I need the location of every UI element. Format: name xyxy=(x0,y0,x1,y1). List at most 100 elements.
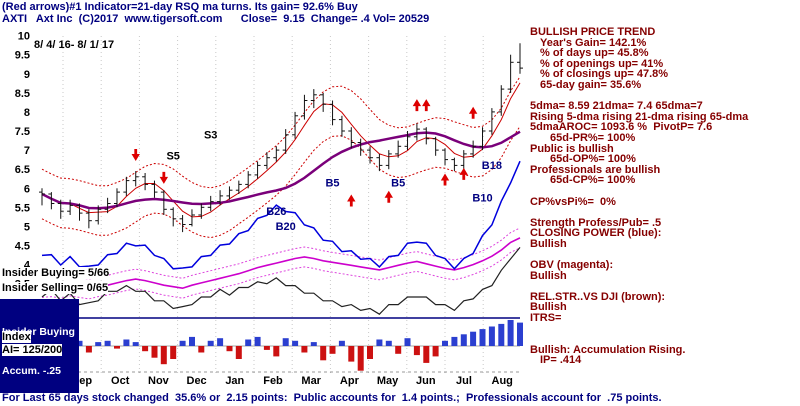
signal-label-S5: S5 xyxy=(166,151,179,163)
month-label: May xyxy=(377,375,399,387)
y-tick-label: 9 xyxy=(24,69,30,81)
y-tick-label: 8.5 xyxy=(15,88,30,100)
ai-bar xyxy=(263,346,270,350)
obv-upper-band xyxy=(41,227,521,280)
y-tick-label: 9.5 xyxy=(15,50,30,62)
y-tick-label: 6.5 xyxy=(15,164,30,176)
stat-line-7: 5dma= 8.59 21dma= 7.4 65dma=7 xyxy=(530,100,703,113)
stat-line-30: Bullish: Accumulation Rising. xyxy=(530,343,686,356)
stat-line-11: Public is bullish xyxy=(530,142,614,155)
ai-bar xyxy=(385,340,392,346)
price-chart: Sep Oct Nov Dec Jan Feb Mar Apr May Jun Jul Aug109.… xyxy=(0,31,523,387)
signal-label-B18: B18 xyxy=(482,160,502,172)
month-label: Aug xyxy=(492,375,513,387)
relative-strength-line xyxy=(41,247,521,315)
insider-selling-label: Insider Selling= 0/65 xyxy=(2,282,109,294)
ai-bar xyxy=(320,346,327,361)
y-tick-label: 8 xyxy=(24,107,30,119)
ai-bar xyxy=(114,346,120,349)
indicator-headline: (Red arrows)#1 Indicator=21-day RSQ ma t… xyxy=(2,1,358,13)
ai-bar xyxy=(507,320,514,346)
upper-band-line xyxy=(41,76,521,189)
month-label: Jul xyxy=(456,375,472,387)
ai-bar xyxy=(488,326,495,346)
signal-label-B20: B20 xyxy=(276,221,296,233)
ai-bar xyxy=(413,346,420,356)
ai-bar xyxy=(76,340,83,346)
stat-line-1: Year's Gain= 142.1% xyxy=(540,36,647,49)
month-label: Apr xyxy=(340,375,360,387)
up-arrow-icon xyxy=(468,106,478,119)
y-tick-label: 7.5 xyxy=(15,126,30,138)
ai-bar xyxy=(217,338,224,346)
ai-bar xyxy=(189,336,195,346)
ai-bar xyxy=(376,339,383,346)
signal-label-B5: B5 xyxy=(391,177,405,189)
ai-bar xyxy=(160,346,167,365)
accum-legend-line2: Accum. -.25 xyxy=(2,365,61,377)
ai-bar xyxy=(310,342,317,346)
ai-bar xyxy=(423,346,430,363)
stat-line-22: OBV (magenta): xyxy=(530,259,614,272)
ai-bar xyxy=(479,329,486,346)
ai-bar xyxy=(301,346,308,353)
obv-lower-band xyxy=(41,247,521,300)
ticker-status-line: AXTI Axt Inc (C)2017 www.tigersoft.com C… xyxy=(2,13,430,25)
closing-power-line xyxy=(41,160,521,270)
stat-line-8: Rising 5-dma rising 21-dma rising 65-dma xyxy=(530,110,749,123)
up-arrow-icon xyxy=(384,190,393,203)
ai-bar xyxy=(292,340,299,346)
ai-bar xyxy=(329,346,336,354)
stat-line-10: 65d-PR%= 100% xyxy=(550,131,636,144)
month-label: Oct xyxy=(111,375,130,387)
signal-label-S3: S3 xyxy=(204,130,217,142)
up-arrow-icon xyxy=(440,173,450,186)
ai-bar xyxy=(404,338,411,346)
up-arrow-icon xyxy=(422,99,431,112)
ai-bar xyxy=(367,346,373,359)
obv-line xyxy=(41,237,521,290)
stats-panel: BULLISH PRICE TREND Year's Gain= 142.1%% … xyxy=(530,27,798,366)
index-label: Index xyxy=(2,331,31,343)
y-tick-label: 6 xyxy=(24,183,30,195)
y-tick-label: 4 xyxy=(24,260,31,272)
signal-label-B5: B5 xyxy=(325,177,339,189)
stat-line-20: Bullish xyxy=(530,237,567,250)
stat-line-28 xyxy=(530,324,798,335)
signal-label-B10: B10 xyxy=(472,193,492,205)
ai-bar xyxy=(170,346,177,359)
ai-bar xyxy=(85,346,92,353)
ai-bar xyxy=(460,334,467,346)
ai-bar xyxy=(348,346,355,362)
stat-line-18: Strength Profess/Pub= .5 xyxy=(530,216,662,229)
insider-buying-label: Insider Buying= 5/66 xyxy=(2,267,110,279)
date-range-label: 8/ 4/ 16- 8/ 1/ 17 xyxy=(34,39,114,51)
ai-bar xyxy=(451,336,458,346)
up-arrow-icon xyxy=(347,194,356,207)
ai-bar xyxy=(226,346,233,352)
y-tick-label: 4.5 xyxy=(15,241,30,253)
stat-line-23: Bullish xyxy=(530,269,567,282)
stat-line-25: REL.STR..VS DJI (brown): xyxy=(530,290,666,303)
stat-line-13: Professionals are bullish xyxy=(530,163,661,176)
21dma-line xyxy=(41,82,521,218)
stat-line-4: % of closings up= 47.8% xyxy=(540,68,669,81)
stat-line-5: 65-day gain= 35.6% xyxy=(540,78,642,91)
ai-bar xyxy=(282,338,289,346)
down-arrow-icon xyxy=(131,149,140,162)
month-label: Dec xyxy=(187,375,207,387)
summary-footer: For Last 65 days stock changed 35.6% or … xyxy=(2,392,662,404)
month-label: Feb xyxy=(263,375,283,387)
ai-bar xyxy=(254,336,261,346)
ai-bar xyxy=(151,346,158,358)
lower-band-line xyxy=(41,126,521,239)
stat-line-14: 65d-CP%= 100% xyxy=(550,174,636,187)
y-tick-label: 7 xyxy=(24,145,30,157)
stat-line-26: Bullish xyxy=(530,301,567,314)
month-label: Jan xyxy=(225,375,244,387)
ai-bar xyxy=(395,346,402,354)
ai-bar xyxy=(235,346,242,359)
ai-bar xyxy=(432,346,439,357)
up-arrow-icon xyxy=(459,167,468,180)
stat-line-9: 5dmaAROC= 1093.6 % PivotP= 7.6 xyxy=(530,121,713,134)
